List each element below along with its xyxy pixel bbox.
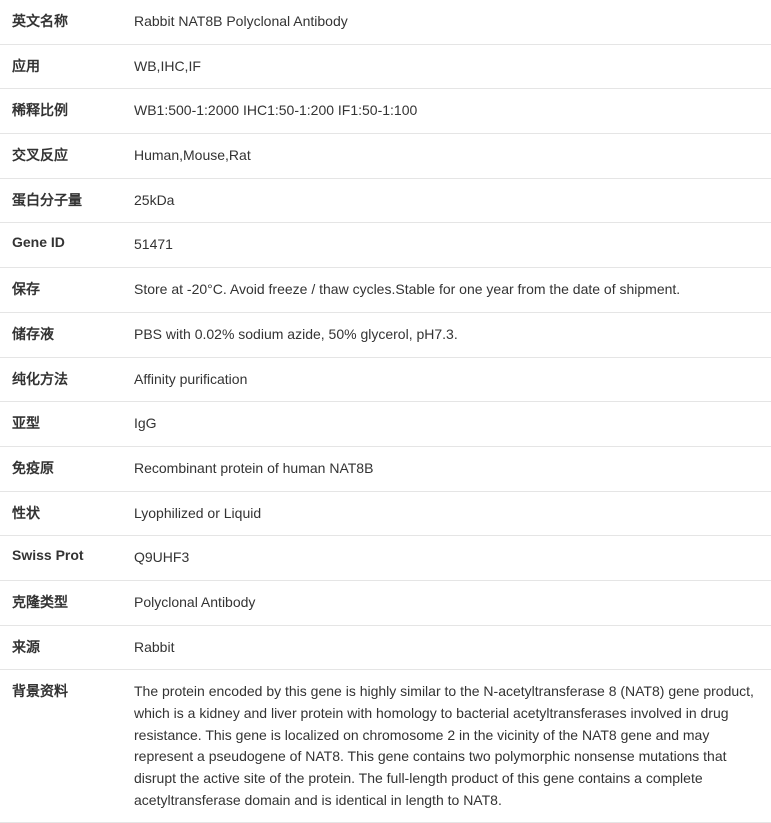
- row-value: WB,IHC,IF: [130, 44, 771, 89]
- table-row: 亚型 IgG: [0, 402, 771, 447]
- row-label: Gene ID: [0, 223, 130, 268]
- table-row: 克隆类型 Polyclonal Antibody: [0, 580, 771, 625]
- row-value: IgG: [130, 402, 771, 447]
- row-label: Swiss Prot: [0, 536, 130, 581]
- table-row: Swiss Prot Q9UHF3: [0, 536, 771, 581]
- row-label: 保存: [0, 268, 130, 313]
- table-row: 背景资料 The protein encoded by this gene is…: [0, 670, 771, 823]
- row-label: 稀释比例: [0, 89, 130, 134]
- row-label: 来源: [0, 625, 130, 670]
- row-value: 51471: [130, 223, 771, 268]
- table-row: 蛋白分子量 25kDa: [0, 178, 771, 223]
- spec-table: 英文名称 Rabbit NAT8B Polyclonal Antibody 应用…: [0, 0, 771, 823]
- table-row: 储存液 PBS with 0.02% sodium azide, 50% gly…: [0, 312, 771, 357]
- row-value: Recombinant protein of human NAT8B: [130, 446, 771, 491]
- row-value: Lyophilized or Liquid: [130, 491, 771, 536]
- row-label: 储存液: [0, 312, 130, 357]
- row-value: Q9UHF3: [130, 536, 771, 581]
- table-row: Gene ID 51471: [0, 223, 771, 268]
- row-value: PBS with 0.02% sodium azide, 50% glycero…: [130, 312, 771, 357]
- table-row: 保存 Store at -20°C. Avoid freeze / thaw c…: [0, 268, 771, 313]
- row-value: Polyclonal Antibody: [130, 580, 771, 625]
- table-row: 英文名称 Rabbit NAT8B Polyclonal Antibody: [0, 0, 771, 44]
- row-label: 亚型: [0, 402, 130, 447]
- row-value: The protein encoded by this gene is high…: [130, 670, 771, 823]
- table-row: 纯化方法 Affinity purification: [0, 357, 771, 402]
- row-label: 免疫原: [0, 446, 130, 491]
- row-value: 25kDa: [130, 178, 771, 223]
- table-row: 稀释比例 WB1:500-1:2000 IHC1:50-1:200 IF1:50…: [0, 89, 771, 134]
- row-value: Affinity purification: [130, 357, 771, 402]
- row-label: 性状: [0, 491, 130, 536]
- row-value: Store at -20°C. Avoid freeze / thaw cycl…: [130, 268, 771, 313]
- table-row: 性状 Lyophilized or Liquid: [0, 491, 771, 536]
- row-label: 交叉反应: [0, 134, 130, 179]
- table-row: 免疫原 Recombinant protein of human NAT8B: [0, 446, 771, 491]
- table-row: 交叉反应 Human,Mouse,Rat: [0, 134, 771, 179]
- row-label: 纯化方法: [0, 357, 130, 402]
- table-row: 来源 Rabbit: [0, 625, 771, 670]
- row-label: 英文名称: [0, 0, 130, 44]
- row-label: 背景资料: [0, 670, 130, 823]
- row-label: 蛋白分子量: [0, 178, 130, 223]
- row-value: Rabbit: [130, 625, 771, 670]
- row-label: 应用: [0, 44, 130, 89]
- row-value: Human,Mouse,Rat: [130, 134, 771, 179]
- row-value: Rabbit NAT8B Polyclonal Antibody: [130, 0, 771, 44]
- row-label: 克隆类型: [0, 580, 130, 625]
- row-value: WB1:500-1:2000 IHC1:50-1:200 IF1:50-1:10…: [130, 89, 771, 134]
- spec-table-body: 英文名称 Rabbit NAT8B Polyclonal Antibody 应用…: [0, 0, 771, 823]
- table-row: 应用 WB,IHC,IF: [0, 44, 771, 89]
